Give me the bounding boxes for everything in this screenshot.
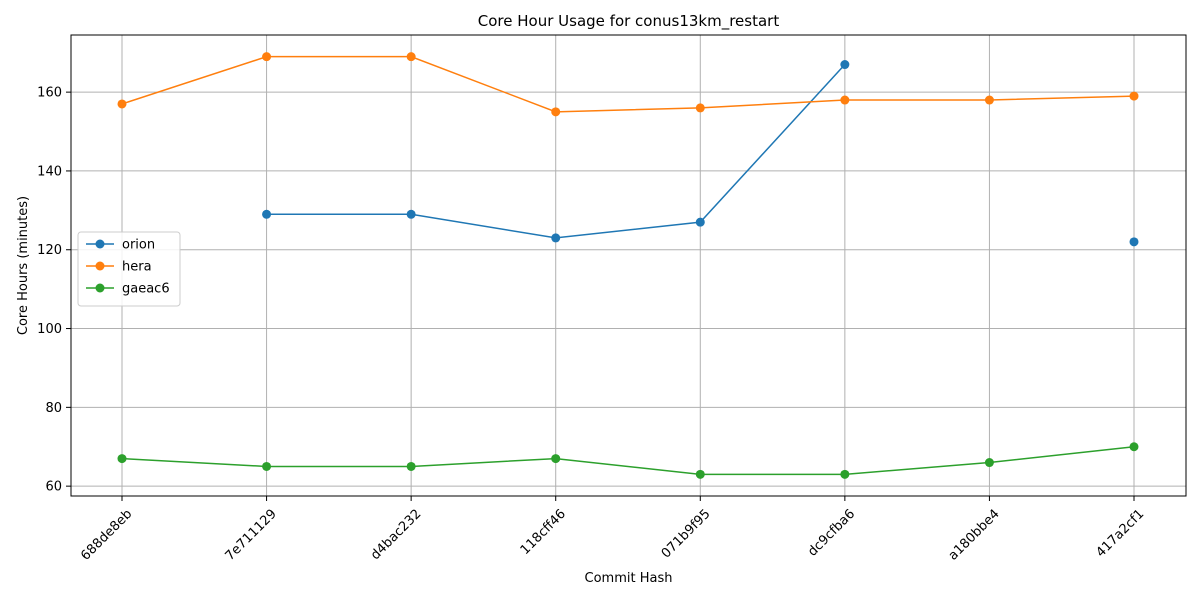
data-point	[262, 461, 272, 471]
legend-label: orion	[122, 238, 155, 253]
data-point	[551, 107, 561, 117]
data-point	[984, 458, 994, 468]
y-axis-label: Core Hours (minutes)	[16, 196, 31, 335]
series-orion	[262, 60, 1139, 247]
legend-swatch-marker	[95, 283, 105, 293]
x-axis-label: Commit Hash	[585, 571, 673, 586]
data-point	[262, 209, 272, 219]
y-axis-ticks: 60 80 100 120 140 160	[37, 86, 71, 495]
data-point	[840, 469, 850, 479]
series-gaeac6	[117, 442, 1139, 479]
data-point	[695, 217, 705, 227]
series-hera	[117, 52, 1139, 117]
legend-item-hera: hera	[86, 260, 152, 275]
data-point	[551, 233, 561, 243]
plot-frame	[70, 34, 1187, 497]
y-tick-label: 140	[37, 164, 62, 179]
data-point	[1129, 237, 1139, 247]
data-point	[406, 52, 416, 62]
data-point	[406, 209, 416, 219]
series-line	[121, 446, 1135, 476]
data-point	[840, 60, 850, 70]
legend-swatch-marker	[95, 239, 105, 249]
data-point	[117, 99, 127, 109]
data-point	[406, 461, 416, 471]
legend-swatch-marker	[95, 261, 105, 271]
legend-label: hera	[122, 260, 152, 275]
legend: orion hera gaeac6	[77, 231, 181, 307]
y-tick-label: 120	[37, 243, 62, 258]
data-point	[262, 52, 272, 62]
y-tick-label: 160	[37, 86, 62, 101]
data-point	[1129, 91, 1139, 101]
data-point	[840, 95, 850, 105]
data-point	[695, 103, 705, 113]
series-group	[117, 52, 1139, 479]
data-point	[551, 454, 561, 464]
data-point	[117, 454, 127, 464]
gridlines	[71, 35, 1186, 496]
y-tick-label: 60	[45, 480, 62, 495]
y-tick-label: 80	[45, 401, 62, 416]
series-line	[121, 55, 1135, 113]
legend-label: gaeac6	[122, 282, 170, 297]
data-point	[984, 95, 994, 105]
data-point	[1129, 442, 1139, 452]
legend-item-gaeac6: gaeac6	[86, 282, 170, 297]
chart-title: Core Hour Usage for conus13km_restart	[478, 12, 780, 31]
y-tick-label: 100	[37, 322, 62, 337]
data-point	[695, 469, 705, 479]
legend-item-orion: orion	[86, 238, 155, 253]
